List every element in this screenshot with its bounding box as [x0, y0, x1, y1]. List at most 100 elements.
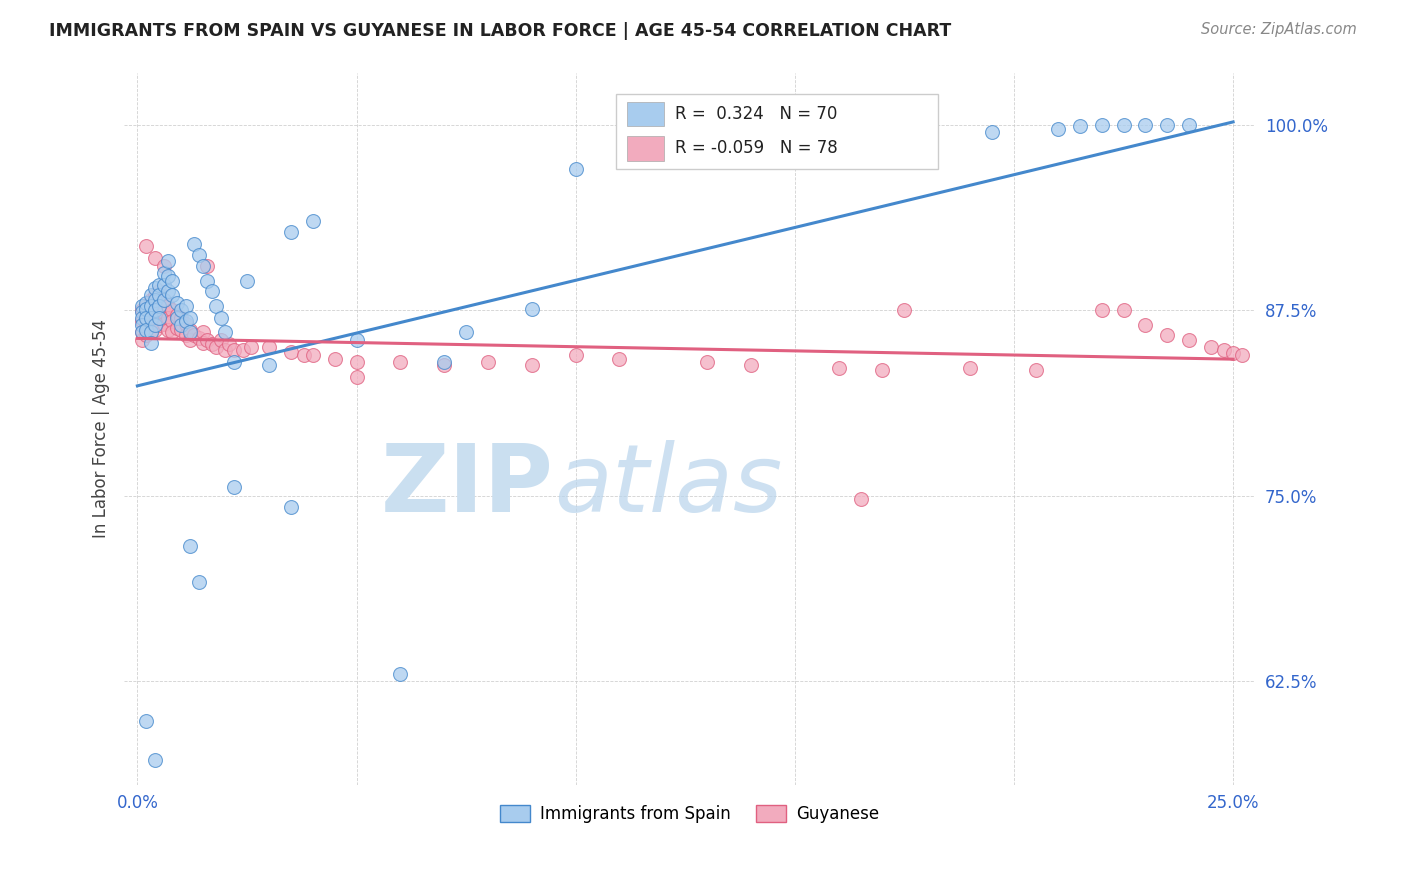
- Immigrants from Spain: [187, 248, 209, 262]
- Immigrants from Spain: [157, 269, 180, 284]
- Immigrants from Spain: [166, 310, 188, 325]
- Text: Source: ZipAtlas.com: Source: ZipAtlas.com: [1201, 22, 1357, 37]
- Guyanese: [433, 358, 456, 372]
- Guyanese: [240, 340, 263, 354]
- Immigrants from Spain: [214, 326, 236, 340]
- Guyanese: [1112, 303, 1135, 318]
- Guyanese: [139, 313, 162, 327]
- Guyanese: [166, 321, 188, 335]
- Guyanese: [170, 322, 193, 336]
- Guyanese: [174, 317, 197, 331]
- Guyanese: [135, 299, 157, 313]
- Immigrants from Spain: [162, 274, 184, 288]
- Guyanese: [201, 337, 224, 351]
- Guyanese: [323, 352, 346, 367]
- Guyanese: [1230, 348, 1253, 362]
- Guyanese: [135, 328, 157, 343]
- Guyanese: [152, 259, 174, 273]
- Immigrants from Spain: [135, 714, 157, 728]
- Guyanese: [143, 299, 166, 313]
- Immigrants from Spain: [170, 303, 193, 318]
- Guyanese: [346, 370, 368, 384]
- Immigrants from Spain: [152, 278, 174, 293]
- Immigrants from Spain: [520, 301, 543, 316]
- Guyanese: [143, 310, 166, 325]
- Guyanese: [872, 362, 894, 376]
- Guyanese: [152, 317, 174, 331]
- Immigrants from Spain: [191, 259, 214, 273]
- Immigrants from Spain: [236, 274, 259, 288]
- Guyanese: [520, 358, 543, 372]
- Guyanese: [389, 355, 412, 369]
- Guyanese: [139, 326, 162, 340]
- Immigrants from Spain: [1046, 122, 1069, 136]
- Immigrants from Spain: [564, 162, 586, 177]
- Immigrants from Spain: [139, 310, 162, 325]
- Immigrants from Spain: [152, 293, 174, 307]
- Immigrants from Spain: [222, 480, 245, 494]
- Guyanese: [893, 303, 915, 318]
- Guyanese: [564, 348, 586, 362]
- Immigrants from Spain: [131, 318, 153, 332]
- Guyanese: [131, 333, 153, 347]
- Guyanese: [197, 259, 219, 273]
- Guyanese: [191, 335, 214, 350]
- Immigrants from Spain: [143, 753, 166, 767]
- Immigrants from Spain: [157, 254, 180, 268]
- Immigrants from Spain: [346, 333, 368, 347]
- Guyanese: [152, 304, 174, 318]
- Guyanese: [170, 310, 193, 325]
- Immigrants from Spain: [135, 295, 157, 310]
- Guyanese: [139, 303, 162, 318]
- Guyanese: [143, 322, 166, 336]
- Immigrants from Spain: [143, 281, 166, 295]
- Immigrants from Spain: [389, 666, 412, 681]
- Guyanese: [214, 343, 236, 358]
- Immigrants from Spain: [1156, 118, 1178, 132]
- Guyanese: [1156, 328, 1178, 343]
- Immigrants from Spain: [131, 299, 153, 313]
- FancyBboxPatch shape: [616, 95, 938, 169]
- Guyanese: [1025, 362, 1047, 376]
- Immigrants from Spain: [166, 295, 188, 310]
- Immigrants from Spain: [131, 326, 153, 340]
- Guyanese: [135, 308, 157, 322]
- Text: R = -0.059   N = 78: R = -0.059 N = 78: [675, 139, 838, 157]
- Immigrants from Spain: [174, 313, 197, 327]
- Immigrants from Spain: [1178, 118, 1201, 132]
- Immigrants from Spain: [849, 133, 872, 147]
- Guyanese: [162, 303, 184, 318]
- Guyanese: [143, 288, 166, 302]
- Guyanese: [183, 328, 205, 343]
- Immigrants from Spain: [162, 288, 184, 302]
- Immigrants from Spain: [222, 355, 245, 369]
- Immigrants from Spain: [183, 236, 205, 251]
- Guyanese: [197, 333, 219, 347]
- Immigrants from Spain: [433, 355, 456, 369]
- Immigrants from Spain: [652, 151, 675, 165]
- Guyanese: [1135, 318, 1157, 332]
- Immigrants from Spain: [981, 125, 1004, 139]
- Guyanese: [148, 295, 170, 310]
- Guyanese: [849, 491, 872, 506]
- Guyanese: [1178, 333, 1201, 347]
- Guyanese: [179, 333, 201, 347]
- Guyanese: [135, 318, 157, 332]
- Guyanese: [191, 326, 214, 340]
- Immigrants from Spain: [148, 278, 170, 293]
- Immigrants from Spain: [280, 500, 302, 515]
- Immigrants from Spain: [205, 299, 228, 313]
- Immigrants from Spain: [135, 310, 157, 325]
- Immigrants from Spain: [1069, 120, 1091, 134]
- Guyanese: [292, 348, 315, 362]
- Guyanese: [135, 239, 157, 253]
- Immigrants from Spain: [139, 335, 162, 350]
- Guyanese: [232, 343, 254, 358]
- Guyanese: [162, 313, 184, 327]
- Guyanese: [696, 355, 718, 369]
- Immigrants from Spain: [131, 304, 153, 318]
- Legend: Immigrants from Spain, Guyanese: Immigrants from Spain, Guyanese: [494, 798, 886, 830]
- Immigrants from Spain: [201, 284, 224, 298]
- Guyanese: [152, 293, 174, 307]
- Guyanese: [148, 318, 170, 332]
